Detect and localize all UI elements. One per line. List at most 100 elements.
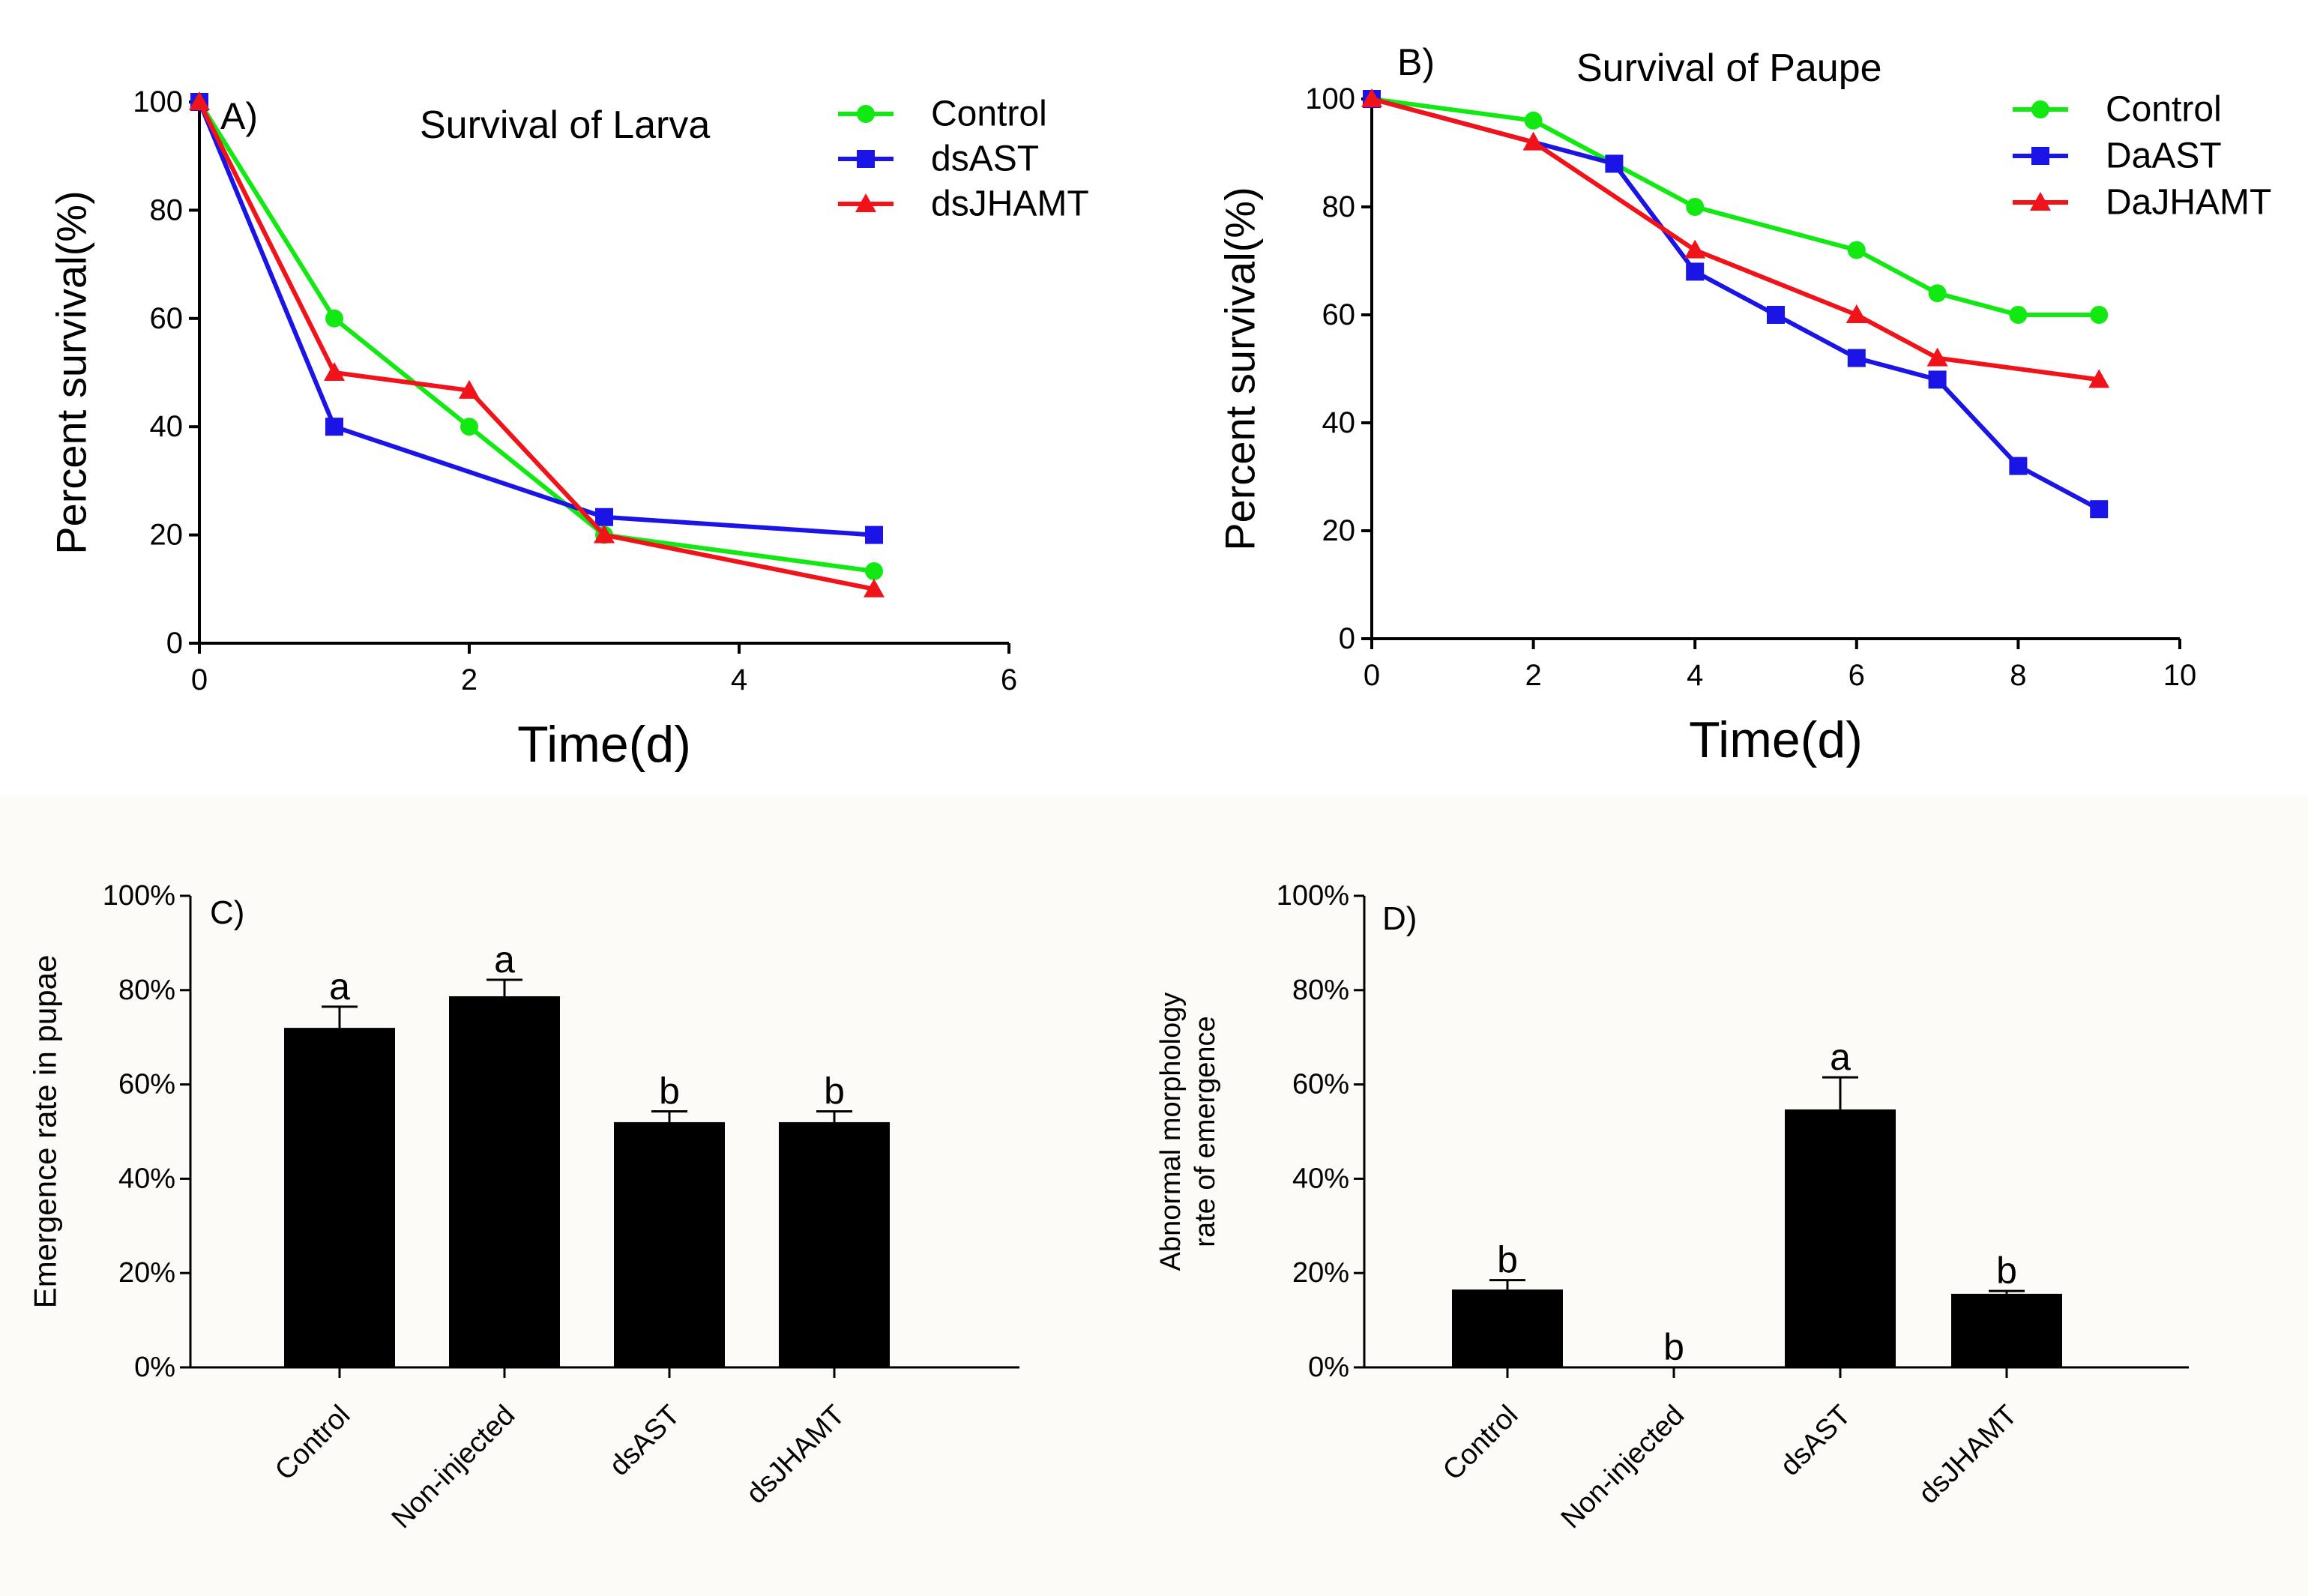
- panel-label: D): [1382, 900, 1417, 937]
- significance-letter-dsast: a: [1830, 1036, 1851, 1078]
- x-tick-label: 6: [1001, 663, 1017, 696]
- y-axis-title-line: Abnormal morphology: [1155, 993, 1187, 1271]
- y-tick-label: 60: [150, 302, 184, 335]
- x-tick-label: 0: [1364, 659, 1380, 692]
- data-point-dsjhamt: [324, 362, 345, 381]
- data-point-control: [1686, 198, 1705, 216]
- x-tick-label: 2: [461, 663, 477, 696]
- significance-letter-dsjhamt: b: [824, 1070, 845, 1112]
- significance-letter-non-injected: a: [494, 939, 515, 981]
- y-tick-label: 80: [150, 193, 184, 226]
- x-axis-title: Time(d): [1689, 711, 1863, 768]
- significance-letter-control: a: [329, 966, 350, 1008]
- legend-label-dajhamt: DaJHAMT: [2106, 183, 2271, 223]
- y-axis-title: Emergence rate in pupae: [28, 955, 63, 1309]
- series-line-dsast: [197, 100, 875, 537]
- data-point-control: [2009, 306, 2028, 324]
- data-point-dsjhamt: [594, 524, 615, 543]
- data-point-control: [865, 561, 883, 580]
- y-tick-label: 40: [1322, 406, 1356, 439]
- y-tick-label: 60: [1322, 298, 1356, 331]
- x-tick-label: 10: [2163, 659, 2197, 692]
- data-point-dajhamt: [2088, 369, 2110, 388]
- legend-marker-control: [857, 105, 875, 123]
- legend-marker-dajhamt: [2030, 192, 2051, 211]
- data-point-control: [1928, 284, 1947, 303]
- data-point-dsjhamt: [189, 91, 210, 110]
- y-tick-label: 0: [166, 627, 183, 660]
- series-line-daast: [1371, 97, 2100, 511]
- x-tick-label: 2: [1525, 659, 1541, 692]
- y-tick-label: 80%: [118, 975, 175, 1006]
- y-tick-label: 40%: [118, 1163, 175, 1194]
- data-point-control: [325, 309, 343, 328]
- significance-letter-control: b: [1497, 1239, 1518, 1281]
- x-tick-label: 8: [2010, 659, 2026, 692]
- chart-title: Survival of Larva: [420, 103, 710, 147]
- y-tick-label: 100%: [103, 880, 175, 912]
- legend-label-dsast: dsAST: [931, 139, 1039, 179]
- legend-marker-dsjhamt: [855, 193, 876, 212]
- data-point-dsast: [865, 526, 883, 544]
- data-point-dsast: [325, 418, 343, 436]
- data-point-control: [2090, 306, 2109, 324]
- y-tick-label: 100%: [1277, 880, 1349, 912]
- y-tick-label: 80: [1322, 190, 1356, 223]
- data-point-daast: [1686, 262, 1705, 281]
- data-point-dajhamt: [1926, 347, 1948, 367]
- data-point-control: [1847, 241, 1866, 259]
- bar-non-injected: [449, 996, 560, 1367]
- data-point-control: [460, 418, 478, 436]
- data-point-dsjhamt: [459, 379, 480, 399]
- data-point-dajhamt: [1361, 88, 1382, 107]
- panel-b-survival-of-paupe: 0 20 40 60 80 100 0 2 4 6 8 10 Time(d) Percent surviv…: [1217, 41, 2272, 768]
- legend-label-control: Control: [2106, 90, 2222, 130]
- y-tick-label: 60%: [118, 1069, 175, 1100]
- bar-dsast: [1785, 1109, 1896, 1367]
- data-point-daast: [1767, 306, 1785, 324]
- data-point-daast: [1605, 154, 1624, 173]
- y-tick-label: 80%: [1292, 975, 1349, 1006]
- data-point-control: [1524, 111, 1543, 130]
- panel-a-survival-of-larva: 0 20 40 60 80 100 0 2 4 6 Time(d) Percent survival(…: [48, 85, 1089, 773]
- bar-control: [1452, 1289, 1563, 1367]
- x-tick-label: 4: [731, 663, 747, 696]
- data-point-dsast: [595, 508, 613, 526]
- legend-marker-dsast: [857, 150, 875, 168]
- legend-marker-daast: [2031, 147, 2049, 165]
- bar-dsast: [614, 1121, 725, 1367]
- data-point-daast: [1928, 370, 1947, 389]
- panel-label: C): [210, 894, 244, 931]
- legend-marker-control: [2031, 100, 2049, 118]
- data-point-daast: [2090, 500, 2109, 519]
- data-point-dajhamt: [1522, 131, 1544, 151]
- y-tick-label: 0%: [134, 1352, 175, 1383]
- series-line-dajhamt: [1371, 97, 2100, 382]
- panel-label: A): [220, 95, 258, 137]
- legend-label-daast: DaAST: [2106, 136, 2222, 176]
- data-point-dajhamt: [1846, 304, 1867, 323]
- bar-control: [284, 1028, 395, 1367]
- y-axis-title: Percent survival(%): [1217, 187, 1264, 550]
- data-point-dsjhamt: [864, 578, 885, 597]
- data-point-daast: [2009, 457, 2028, 475]
- chart-title: Survival of Paupe: [1576, 46, 1882, 90]
- y-tick-label: 100: [133, 85, 183, 118]
- y-tick-label: 40%: [1292, 1163, 1349, 1194]
- x-tick-label: 4: [1687, 659, 1703, 692]
- data-point-daast: [1847, 349, 1866, 367]
- legend-label-control: Control: [931, 94, 1047, 134]
- bar-dsjhamt: [779, 1121, 890, 1367]
- y-tick-label: 20%: [1292, 1257, 1349, 1289]
- y-tick-label: 0: [1339, 622, 1355, 655]
- significance-letter-dsjhamt: b: [1996, 1250, 2017, 1292]
- y-tick-label: 0%: [1308, 1352, 1349, 1383]
- x-tick-label: 6: [1848, 659, 1865, 692]
- y-tick-label: 60%: [1292, 1069, 1349, 1100]
- x-tick-label: 0: [191, 663, 208, 696]
- bar-dsjhamt: [1951, 1293, 2062, 1367]
- y-tick-label: 20: [1322, 514, 1356, 547]
- y-axis-title-line: rate of emergence: [1190, 1016, 1221, 1247]
- y-tick-label: 40: [150, 410, 184, 443]
